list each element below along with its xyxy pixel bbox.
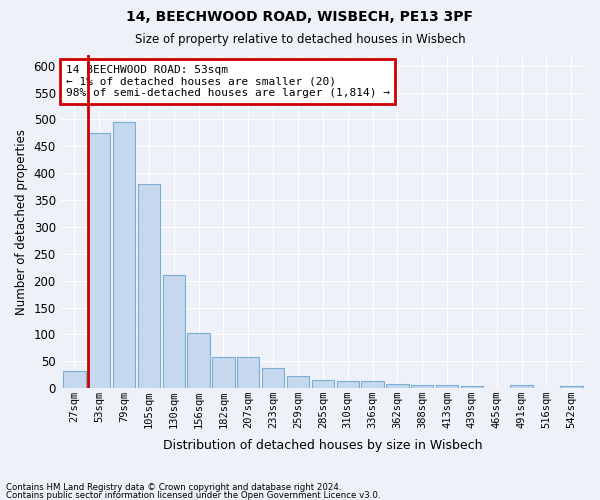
Text: 14, BEECHWOOD ROAD, WISBECH, PE13 3PF: 14, BEECHWOOD ROAD, WISBECH, PE13 3PF xyxy=(127,10,473,24)
Bar xyxy=(361,381,384,388)
Bar xyxy=(163,276,185,388)
Bar xyxy=(212,358,235,388)
X-axis label: Distribution of detached houses by size in Wisbech: Distribution of detached houses by size … xyxy=(163,440,482,452)
Text: Contains public sector information licensed under the Open Government Licence v3: Contains public sector information licen… xyxy=(6,490,380,500)
Bar xyxy=(237,358,259,388)
Text: Contains HM Land Registry data © Crown copyright and database right 2024.: Contains HM Land Registry data © Crown c… xyxy=(6,484,341,492)
Bar xyxy=(337,381,359,388)
Bar xyxy=(311,380,334,388)
Bar xyxy=(88,133,110,388)
Bar xyxy=(436,386,458,388)
Bar xyxy=(511,385,533,388)
Bar xyxy=(138,184,160,388)
Text: Size of property relative to detached houses in Wisbech: Size of property relative to detached ho… xyxy=(134,32,466,46)
Bar xyxy=(63,371,86,388)
Bar xyxy=(560,386,583,388)
Bar xyxy=(187,333,210,388)
Bar xyxy=(287,376,309,388)
Bar xyxy=(262,368,284,388)
Bar xyxy=(411,386,433,388)
Text: 14 BEECHWOOD ROAD: 53sqm
← 1% of detached houses are smaller (20)
98% of semi-de: 14 BEECHWOOD ROAD: 53sqm ← 1% of detache… xyxy=(66,65,390,98)
Bar xyxy=(386,384,409,388)
Bar xyxy=(461,386,483,388)
Bar xyxy=(113,122,135,388)
Y-axis label: Number of detached properties: Number of detached properties xyxy=(15,128,28,314)
